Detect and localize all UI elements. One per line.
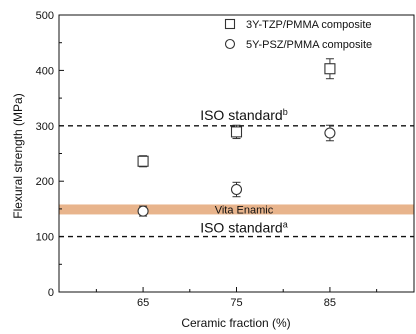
data-points <box>137 58 336 217</box>
band-layer: Vita Enamic <box>59 204 414 216</box>
iso-reference-label-a: ISO standarda <box>200 220 288 236</box>
y-tick-label: 200 <box>36 176 54 188</box>
iso-superscript-b: b <box>283 107 288 117</box>
data-point-square <box>230 126 243 138</box>
legend-label: 5Y-PSZ/PMMA composite <box>246 39 372 51</box>
axes: 0 100 200 300 400 500 65 75 85 <box>36 10 415 309</box>
legend-marker-circle <box>224 38 236 50</box>
axis-labels: Ceramic fraction (%) Flexural strength (… <box>11 93 291 330</box>
x-tick-label: 65 <box>137 297 149 309</box>
data-point-circle <box>230 183 243 196</box>
iso-superscript-a: a <box>283 220 288 230</box>
reference-lines: ISO standardb ISO standarda <box>59 107 414 238</box>
y-tick-label: 300 <box>36 121 54 133</box>
series-circle <box>137 124 336 217</box>
data-point-square <box>324 63 336 75</box>
vita-enamic-band <box>59 204 414 215</box>
data-point-square <box>137 155 149 167</box>
y-tick-label: 400 <box>36 65 54 77</box>
legend-label: 3Y-TZP/PMMA composite <box>246 19 372 31</box>
y-tick-label: 500 <box>36 10 54 22</box>
vita-enamic-label: Vita Enamic <box>215 204 274 216</box>
iso-reference-label-b: ISO standardb <box>200 107 288 123</box>
y-tick-label: 0 <box>48 287 54 299</box>
x-tick-label: 85 <box>324 297 336 309</box>
series-square <box>137 58 336 168</box>
x-axis-label: Ceramic fraction (%) <box>181 316 290 330</box>
legend-marker-square <box>224 18 236 30</box>
y-axis-label: Flexural strength (MPa) <box>11 93 25 218</box>
data-point-circle <box>324 127 336 139</box>
x-tick-label: 75 <box>230 297 242 309</box>
y-tick-label: 100 <box>36 232 54 244</box>
legend: 3Y-TZP/PMMA composite 5Y-PSZ/PMMA composi… <box>224 18 372 51</box>
data-point-circle <box>137 205 149 217</box>
plot-frame <box>58 14 415 293</box>
